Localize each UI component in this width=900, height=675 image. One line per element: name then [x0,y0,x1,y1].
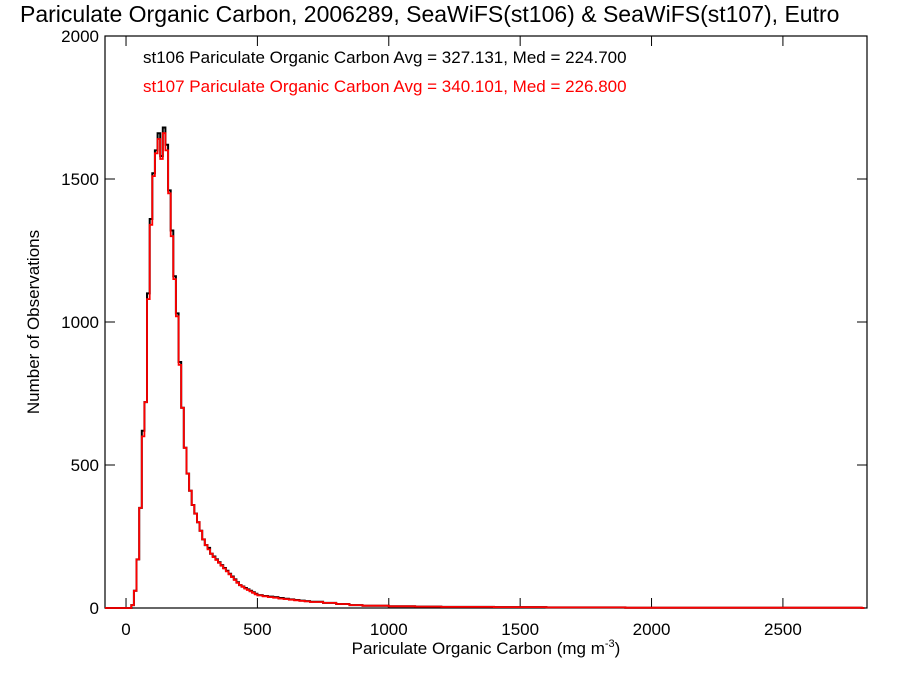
y-axis-label: Number of Observations [24,230,43,414]
x-tick-label: 0 [121,620,130,639]
chart-title: Pariculate Organic Carbon, 2006289, SeaW… [20,1,839,27]
x-tick-label: 2500 [764,620,802,639]
x-axis-label: Pariculate Organic Carbon (mg m-3) [352,638,621,658]
x-tick-label: 500 [243,620,271,639]
y-tick-label: 2000 [61,27,99,46]
x-tick-label: 1500 [501,620,539,639]
plot-frame [104,35,868,609]
axis-ticks: 0 500 1000 1500 2000 2500 0 500 1000 1500 2000 [61,27,867,639]
y-tick-label: 1500 [61,170,99,189]
x-tick-label: 1000 [370,620,408,639]
series-line-st106 [105,126,865,609]
series-layer [105,126,865,609]
y-tick-label: 500 [71,456,99,475]
legend-st107: st107 Pariculate Organic Carbon Avg = 34… [143,77,627,96]
x-tick-label: 2000 [633,620,671,639]
y-tick-label: 0 [90,599,99,618]
y-tick-label: 1000 [61,313,99,332]
legend-st106: st106 Pariculate Organic Carbon Avg = 32… [143,48,627,67]
series-line-st107 [105,132,865,609]
